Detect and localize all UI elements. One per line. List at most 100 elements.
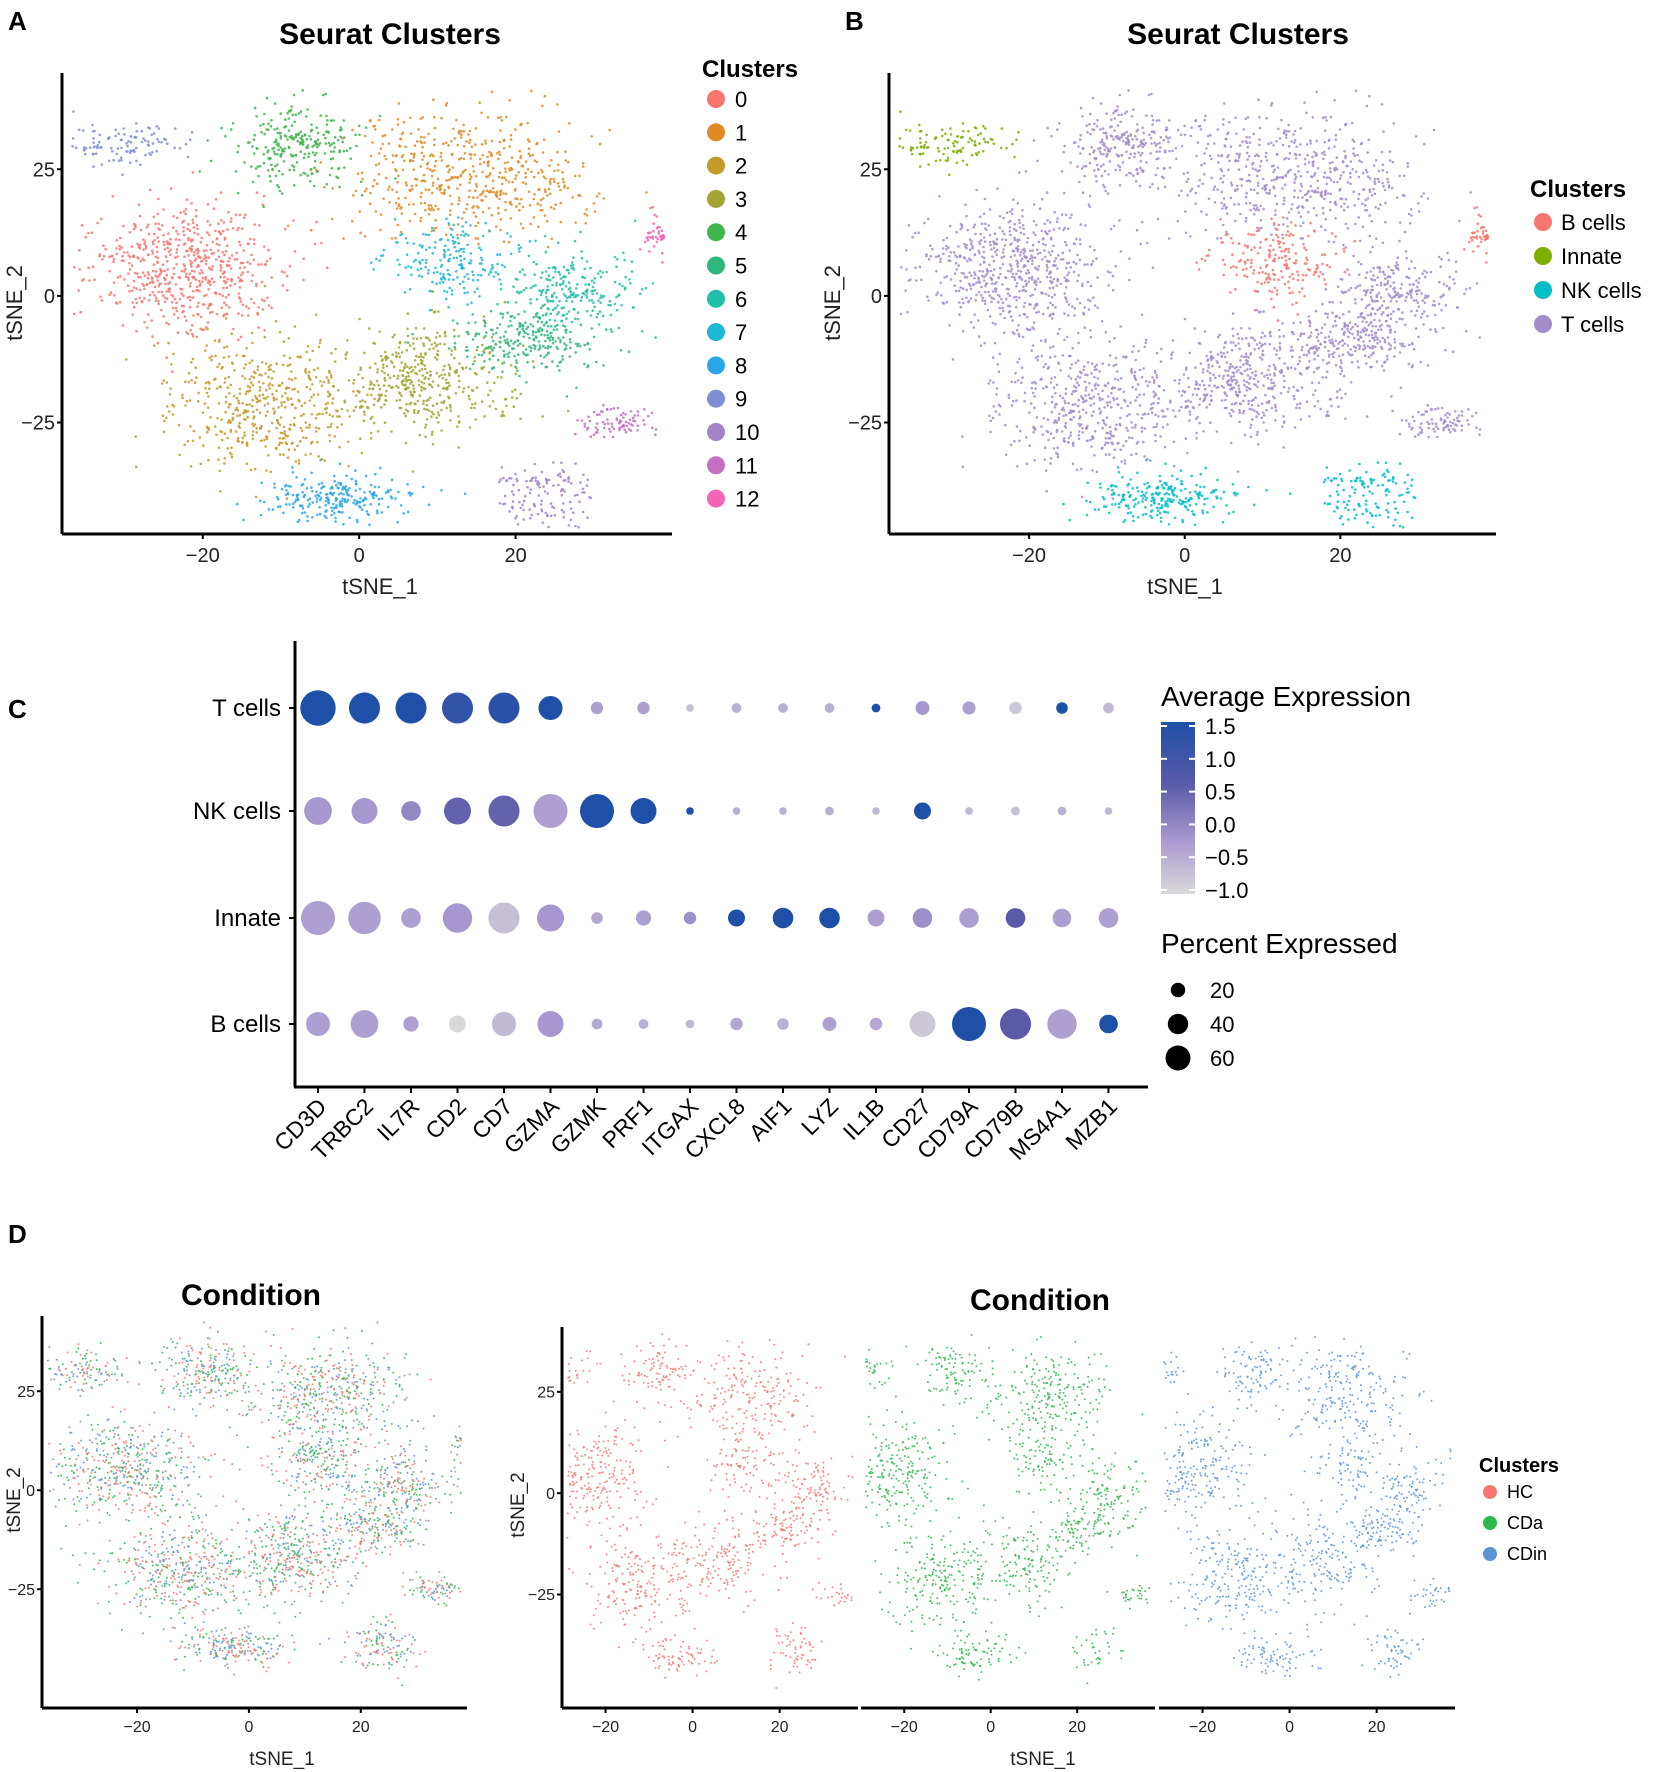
cell-point — [220, 438, 224, 442]
cell-point — [499, 312, 502, 315]
cell-point — [1330, 338, 1334, 341]
cell-point — [518, 374, 521, 378]
cell-point — [391, 128, 394, 131]
cell-point — [471, 206, 474, 210]
cell-point — [144, 245, 148, 248]
cell-point — [1166, 511, 1170, 514]
cell-point — [286, 456, 290, 460]
cell-point — [423, 136, 426, 139]
cell-point — [270, 377, 274, 380]
cell-point — [158, 282, 161, 286]
cell-point — [1225, 394, 1229, 398]
cell-point — [1104, 453, 1108, 456]
cell-point — [226, 421, 230, 424]
cell-point — [1016, 244, 1020, 248]
cell-point — [467, 133, 470, 136]
cell-point — [397, 346, 401, 349]
cell-point — [169, 253, 172, 256]
cell-point — [150, 133, 153, 137]
cell-point — [370, 382, 373, 385]
cell-point — [516, 523, 520, 526]
cell-point — [193, 259, 197, 263]
cell-point — [405, 386, 409, 390]
cell-point — [573, 239, 577, 243]
cell-point — [151, 240, 155, 244]
cell-point — [241, 303, 245, 307]
cell-point — [276, 163, 279, 166]
cell-point — [385, 357, 388, 360]
cell-point — [236, 502, 239, 506]
cell-point — [274, 138, 278, 141]
cell-point — [1300, 386, 1304, 389]
cell-point — [1216, 353, 1220, 356]
cell-point — [1031, 259, 1034, 263]
cell-point — [501, 316, 505, 319]
cell-point — [160, 290, 164, 294]
cell-point — [377, 485, 381, 489]
cell-point — [326, 401, 330, 405]
cell-point — [264, 389, 268, 392]
cell-point — [283, 430, 287, 433]
cell-point — [630, 270, 634, 273]
cell-point — [1373, 180, 1376, 183]
cell-point — [334, 497, 338, 500]
cell-point — [1305, 353, 1309, 357]
cell-point — [448, 213, 452, 216]
cell-point — [261, 308, 265, 311]
cell-point — [1358, 284, 1362, 287]
cell-point — [94, 152, 98, 155]
cell-point — [537, 340, 541, 343]
cell-point — [434, 159, 438, 163]
cell-point — [155, 250, 159, 254]
cell-point — [1203, 387, 1207, 391]
cell-point — [480, 343, 484, 347]
cell-point — [514, 128, 517, 131]
cell-point — [471, 338, 475, 341]
cell-point — [208, 280, 212, 284]
cell-point — [546, 307, 549, 310]
cell-point — [274, 174, 278, 178]
cell-point — [163, 137, 166, 141]
cell-point — [1305, 343, 1309, 347]
cell-point — [1155, 150, 1158, 153]
cell-point — [961, 287, 965, 291]
cell-point — [205, 344, 209, 347]
cell-point — [1079, 106, 1083, 110]
cell-point — [1363, 344, 1366, 347]
cell-point — [251, 430, 255, 433]
cell-point — [151, 242, 155, 246]
cell-point — [284, 387, 288, 390]
cell-point — [167, 250, 171, 253]
cell-point — [161, 263, 165, 267]
cell-point — [204, 262, 208, 266]
cell-point — [255, 427, 258, 430]
cell-point — [217, 446, 221, 450]
cell-point — [1174, 147, 1178, 150]
cell-point — [501, 263, 504, 267]
cell-point — [280, 149, 284, 153]
cell-point — [389, 488, 392, 492]
cell-point — [576, 419, 579, 422]
cell-point — [1229, 441, 1233, 445]
cell-point — [180, 292, 183, 295]
cell-point — [1300, 348, 1304, 352]
cell-point — [656, 237, 659, 241]
cell-point — [206, 220, 209, 223]
cell-point — [146, 313, 150, 316]
cell-point — [404, 375, 408, 379]
cell-point — [430, 174, 434, 178]
cell-point — [175, 251, 178, 254]
cell-point — [1263, 342, 1267, 346]
cell-point — [583, 425, 587, 428]
cell-point — [280, 404, 284, 407]
cell-point — [227, 375, 230, 379]
cell-point — [596, 312, 600, 316]
cell-point — [282, 511, 285, 515]
cell-point — [138, 243, 142, 247]
cell-point — [447, 363, 451, 367]
cell-point — [1222, 174, 1226, 178]
cell-point — [1429, 270, 1433, 274]
cell-point — [1088, 500, 1092, 504]
cell-point — [199, 462, 202, 466]
cell-point — [1485, 261, 1488, 264]
